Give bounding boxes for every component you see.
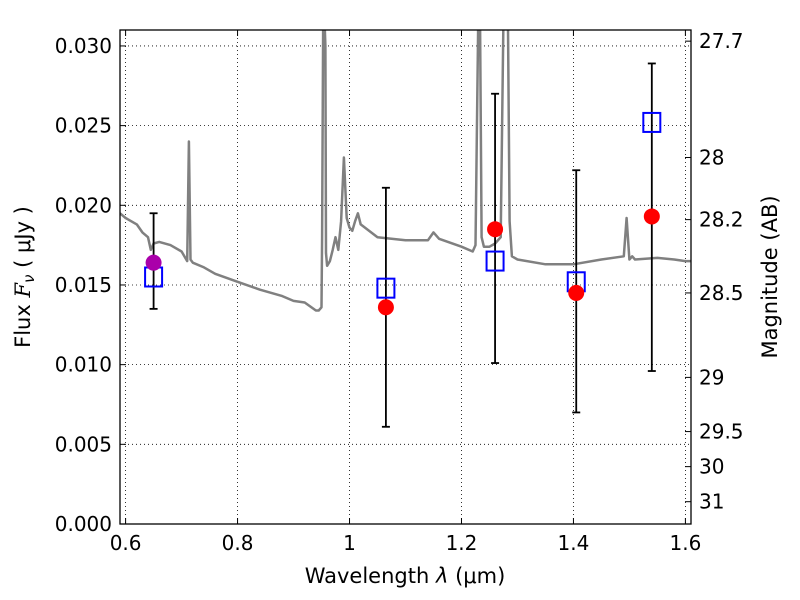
- y2-tick-label: 30: [699, 455, 724, 479]
- plot-frame: [119, 29, 692, 525]
- y-tick-label: 0.015: [55, 273, 112, 297]
- y2-tick-label: 27.7: [699, 29, 744, 53]
- y2-tick-label: 28.5: [699, 281, 744, 305]
- x-tick-label: 1: [343, 531, 356, 555]
- plot-area: [120, 30, 691, 428]
- observed-flux-point: [643, 208, 660, 225]
- model-square-point: [485, 250, 505, 272]
- x-tick-label: 1.2: [446, 531, 478, 555]
- y-tick-label: 0.005: [55, 432, 112, 456]
- y2-tick-label: 29: [699, 365, 724, 389]
- y-tick-label: 0.025: [55, 114, 112, 138]
- y2-tick-label: 31: [699, 490, 724, 514]
- y-axis-title: Flux Fν ( μJy ): [11, 206, 38, 348]
- y2-axis-title: Magnitude (AB): [758, 195, 782, 358]
- y2-tick-label: 28.2: [699, 208, 744, 232]
- x-axis-title: Wavelength λ (μm): [305, 564, 506, 588]
- y2-tick-label: 29.5: [699, 420, 744, 444]
- observed-flux-point: [377, 299, 394, 316]
- y2-tick-label: 28: [699, 145, 724, 169]
- y-tick-label: 0.000: [55, 512, 112, 536]
- y-tick-label: 0.010: [55, 353, 112, 377]
- model-square-point: [642, 111, 662, 133]
- x-tick-label: 0.6: [110, 531, 142, 555]
- spectrum-line: [120, 30, 691, 312]
- x-tick-label: 1.6: [669, 531, 701, 555]
- y-tick-label: 0.020: [55, 193, 112, 217]
- x-tick-label: 1.4: [558, 531, 590, 555]
- ticks: 0.6 0.8 1 1.2 1.4 1.6 0.000 0.005 0.010 0.015 0.02…: [55, 29, 744, 555]
- observed-flux-point: [568, 284, 585, 301]
- x-tick-label: 0.8: [222, 531, 254, 555]
- observed-flux-point: [145, 254, 162, 271]
- model-square-point: [376, 277, 396, 299]
- grid: [120, 30, 691, 524]
- observed-flux-point: [487, 221, 504, 238]
- y-tick-label: 0.030: [55, 34, 112, 58]
